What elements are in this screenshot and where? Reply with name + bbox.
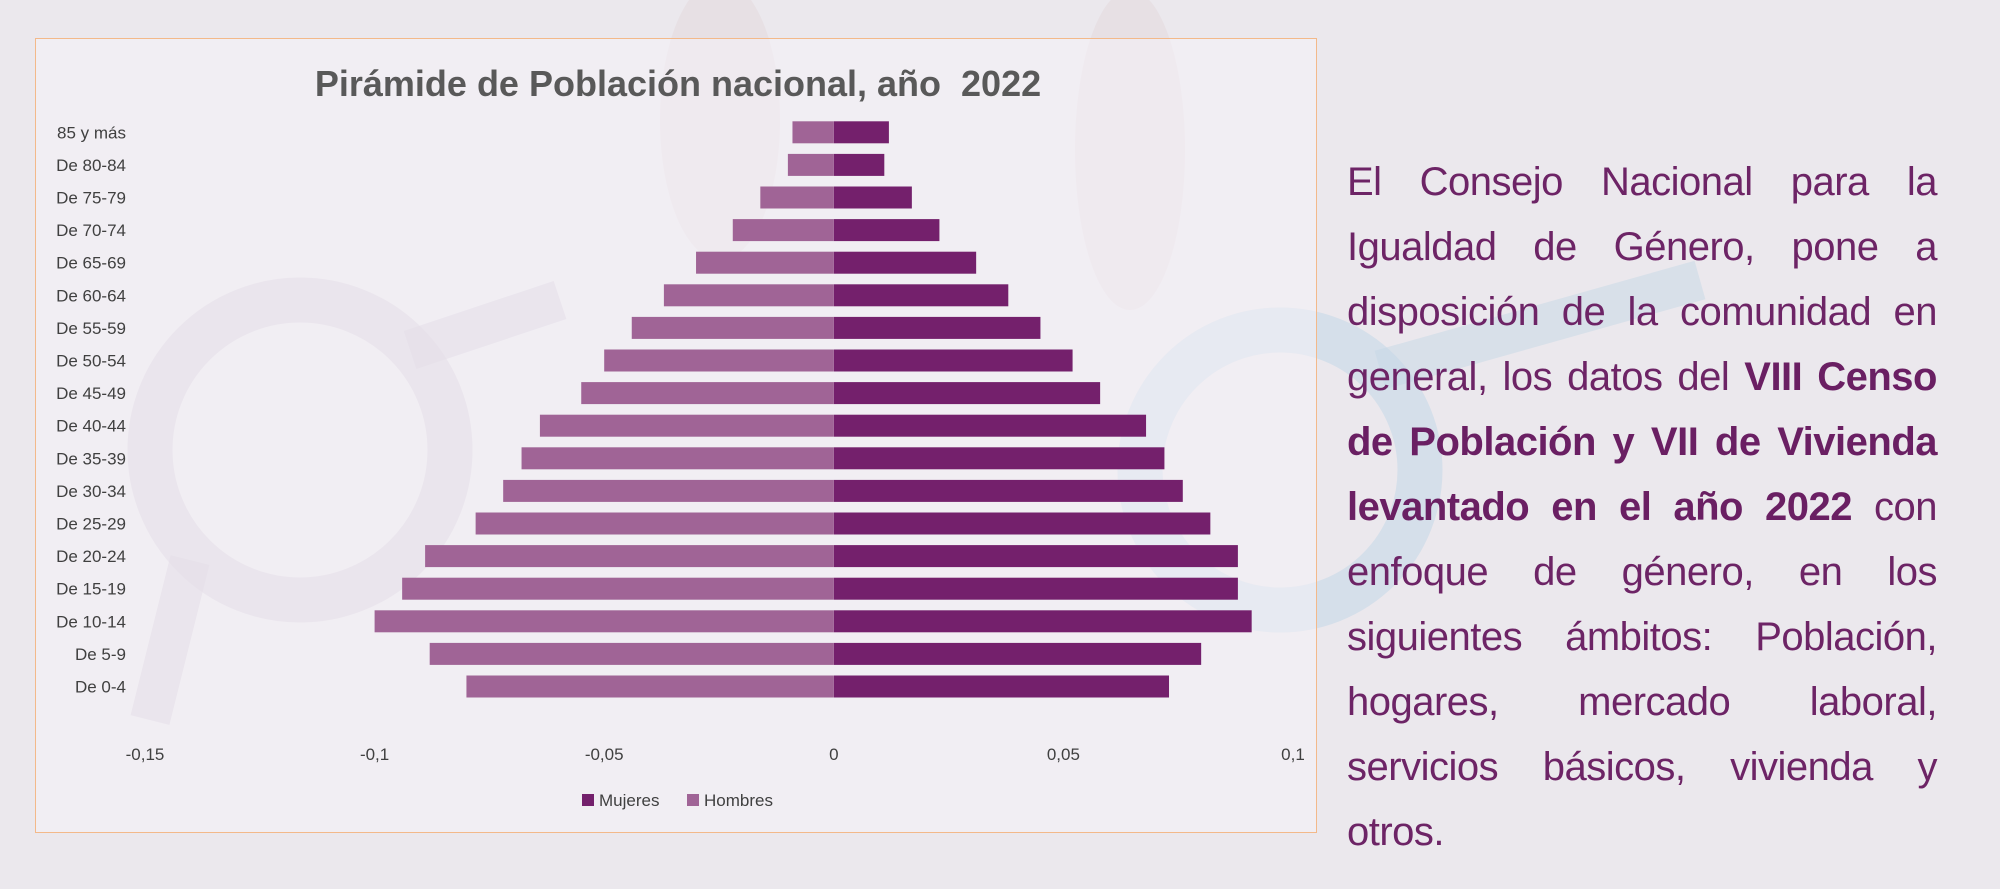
bar-mujeres	[833, 121, 889, 144]
bar-mujeres	[833, 447, 1165, 470]
chart-legend: Mujeres Hombres	[582, 791, 773, 810]
category-label: De 80-84	[56, 156, 126, 175]
bar-hombres	[760, 186, 834, 209]
x-tick-label: -0,15	[126, 745, 165, 764]
x-tick-label: -0,05	[585, 745, 624, 764]
bar-mujeres	[833, 512, 1211, 535]
legend-swatch	[687, 794, 699, 806]
bar-mujeres	[833, 284, 1009, 307]
bar-mujeres	[833, 479, 1183, 502]
x-tick-label: 0,1	[1281, 745, 1305, 764]
description-highlight: VIII Censo de Población y VII de Viviend…	[1347, 355, 1938, 529]
category-label: 85 y más	[57, 123, 126, 142]
category-label: De 40-44	[56, 417, 126, 436]
bar-mujeres	[833, 382, 1101, 405]
x-tick-label: -0,1	[360, 745, 389, 764]
bar-mujeres	[833, 153, 885, 176]
category-label: De 25-29	[56, 515, 126, 534]
bar-hombres	[539, 414, 834, 437]
bar-mujeres	[833, 349, 1073, 372]
bar-hombres	[374, 610, 834, 633]
bar-hombres	[663, 284, 834, 307]
legend-label: Mujeres	[599, 791, 659, 810]
bar-mujeres	[833, 545, 1238, 568]
category-label: De 10-14	[56, 612, 126, 631]
bar-mujeres	[833, 219, 940, 242]
category-label: De 50-54	[56, 352, 126, 371]
bar-hombres	[503, 479, 834, 502]
bar-mujeres	[833, 675, 1170, 698]
bar-mujeres	[833, 577, 1238, 600]
x-tick-label: 0,05	[1047, 745, 1080, 764]
bar-mujeres	[833, 642, 1202, 665]
bar-hombres	[792, 121, 834, 144]
bar-mujeres	[833, 251, 977, 274]
bar-mujeres	[833, 186, 912, 209]
chart-title: Pirámide de Población nacional, año 2022	[315, 63, 1041, 104]
bar-hombres	[604, 349, 834, 372]
category-label: De 55-59	[56, 319, 126, 338]
category-label: De 15-19	[56, 580, 126, 599]
bar-hombres	[787, 153, 834, 176]
bar-hombres	[425, 545, 834, 568]
bar-hombres	[402, 577, 834, 600]
category-label: De 65-69	[56, 254, 126, 273]
category-label: De 5-9	[75, 645, 126, 664]
bar-hombres	[732, 219, 834, 242]
description-intro: El Consejo Nacional para la Igualdad de …	[1347, 160, 1938, 399]
legend-label: Hombres	[704, 791, 773, 810]
bar-hombres	[466, 675, 834, 698]
description-rest: con enfoque de género, en los siguientes…	[1347, 485, 1938, 854]
category-label: De 0-4	[75, 678, 126, 697]
category-label: De 60-64	[56, 286, 126, 305]
bar-mujeres	[833, 610, 1252, 633]
legend-swatch	[582, 794, 594, 806]
bar-hombres	[521, 447, 834, 470]
bar-hombres	[475, 512, 834, 535]
category-label: De 35-39	[56, 449, 126, 468]
category-label: De 45-49	[56, 384, 126, 403]
bar-hombres	[581, 382, 834, 405]
bar-mujeres	[833, 316, 1041, 339]
x-tick-label: 0	[829, 745, 838, 764]
description-text: El Consejo Nacional para la Igualdad de …	[1347, 150, 1938, 865]
bar-hombres	[696, 251, 834, 274]
category-label: De 75-79	[56, 189, 126, 208]
bar-hombres	[429, 642, 834, 665]
bar-mujeres	[833, 414, 1147, 437]
category-label: De 70-74	[56, 221, 126, 240]
category-label: De 20-24	[56, 547, 126, 566]
category-label: De 30-34	[56, 482, 126, 501]
population-pyramid-chart: Pirámide de Población nacional, año 2022…	[56, 63, 1305, 810]
bar-hombres	[631, 316, 834, 339]
